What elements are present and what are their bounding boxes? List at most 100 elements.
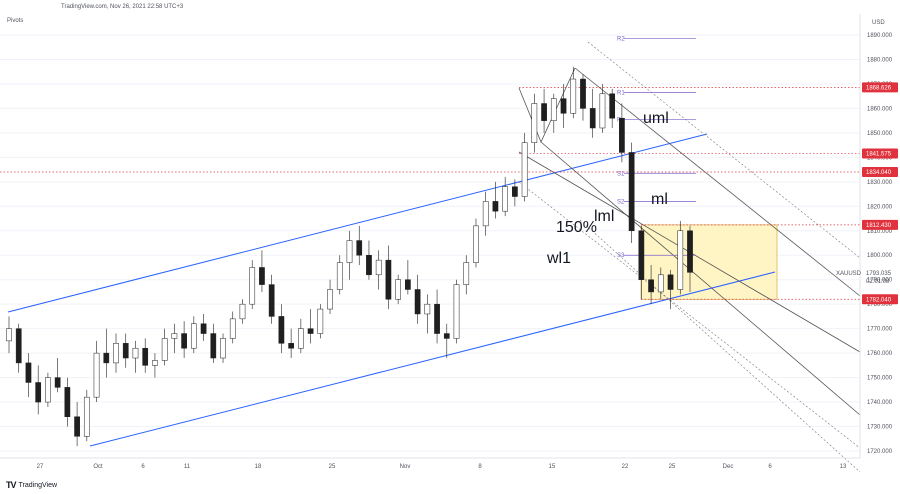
candle-body xyxy=(132,347,139,359)
tradingview-logo-icon: TV xyxy=(6,480,16,490)
candle-body xyxy=(482,201,489,227)
y-tick-label: 1880.000 xyxy=(867,57,893,63)
candle-body xyxy=(541,103,547,121)
candle-body xyxy=(122,343,129,359)
candle-body xyxy=(657,274,664,293)
candle-body xyxy=(492,201,499,212)
annotation-lml: lml xyxy=(594,208,614,225)
indicator-label: Pivots xyxy=(7,18,24,24)
candle-body xyxy=(356,240,363,256)
candle-body xyxy=(512,186,518,197)
candle-body xyxy=(677,230,684,290)
candle-body xyxy=(190,323,197,349)
y-tick-label: 1820.000 xyxy=(867,204,893,210)
candle-body xyxy=(210,333,217,359)
candle-body xyxy=(366,254,372,276)
price-axis[interactable]: 1890.0001880.0001870.0001860.0001850.000… xyxy=(867,33,893,455)
candle-body xyxy=(414,289,421,315)
candle-body xyxy=(298,328,304,349)
y-tick-label: 1730.000 xyxy=(867,425,893,431)
pitchfork-handle xyxy=(518,67,576,144)
channel-upper-line xyxy=(7,133,708,313)
candle-body xyxy=(648,279,654,293)
candle-body xyxy=(405,279,411,290)
candle-body xyxy=(375,259,382,276)
candle-body xyxy=(6,328,12,342)
candle-body xyxy=(15,328,22,364)
symbol-label: XAUUSD xyxy=(836,271,862,277)
price-tags: 1868.626 1841.575 1834.040 1812.430 1782.040 xyxy=(862,82,898,305)
channel-lower-line xyxy=(89,271,776,447)
candle-body xyxy=(259,267,265,285)
pitchfork-outer-upper-line xyxy=(587,41,861,259)
price-tag-label: 1841.575 xyxy=(866,152,892,158)
pitchfork-warning-line xyxy=(518,181,861,449)
x-tick-label: 18 xyxy=(255,464,262,470)
pivot-label: R2 xyxy=(617,37,625,43)
candle-body xyxy=(161,338,168,361)
price-tag-label: 1834.040 xyxy=(866,170,892,176)
x-tick-label: Dec xyxy=(723,464,734,470)
candle-body xyxy=(327,289,333,310)
logo-text: TradingView xyxy=(18,481,58,489)
countdown: 02:01:08 xyxy=(866,279,890,285)
y-tick-label: 1810.000 xyxy=(867,229,893,235)
pivot-levels: R2 R1 P S1 S2 S3 xyxy=(617,37,696,259)
x-tick-label: 6 xyxy=(768,464,772,470)
candle-body xyxy=(268,284,275,317)
candle-body xyxy=(531,103,538,143)
candle-body xyxy=(443,333,450,339)
x-tick-label: 8 xyxy=(478,464,482,470)
price-tag-label: 1812.430 xyxy=(866,223,892,229)
x-tick-label: Nov xyxy=(400,464,411,470)
candle-body xyxy=(54,377,61,388)
x-tick-label: 13 xyxy=(840,464,847,470)
chart-grid xyxy=(0,34,860,452)
x-tick-label: 22 xyxy=(622,464,629,470)
y-tick-label: 1830.000 xyxy=(867,180,893,186)
price-tag-box xyxy=(862,167,898,178)
candle-body xyxy=(229,318,236,339)
candle-body xyxy=(113,343,119,364)
candle-body xyxy=(473,225,479,263)
pitchfork-upper-median-line xyxy=(574,67,861,297)
y-tick-label: 1780.000 xyxy=(867,302,893,308)
pivot-label: R1 xyxy=(617,91,625,97)
candle-body xyxy=(599,93,606,129)
time-axis[interactable]: 27 Oct 6 11 18 25 Nov 8 15 22 25 Dec 6 13 xyxy=(37,464,847,470)
candle-body xyxy=(521,142,528,197)
candle-body xyxy=(609,93,616,119)
candle-body xyxy=(453,284,460,339)
candle-body xyxy=(288,343,294,349)
candle-body xyxy=(64,387,71,417)
x-tick-label: 25 xyxy=(669,464,676,470)
price-tag-label: 1868.626 xyxy=(866,86,892,92)
y-tick-label: 1720.000 xyxy=(867,449,893,455)
candle-body xyxy=(171,333,178,339)
y-tick-label: 1740.000 xyxy=(867,400,893,406)
last-price: 1793.035 xyxy=(866,271,892,277)
candle-body xyxy=(278,316,285,344)
candle-body xyxy=(74,416,80,437)
y-tick-label: 1770.000 xyxy=(867,327,893,333)
price-tag-label: 1782.040 xyxy=(866,297,892,303)
candle-body xyxy=(560,98,567,114)
x-tick-label: 11 xyxy=(184,464,191,470)
candle-body xyxy=(589,108,596,129)
y-tick-label: 1750.000 xyxy=(867,376,893,382)
y-tick-label: 1850.000 xyxy=(867,131,893,137)
candle-body xyxy=(239,303,246,320)
candle-body xyxy=(580,78,586,109)
price-tag-box xyxy=(862,219,898,230)
candle-body xyxy=(249,267,256,305)
candle-body xyxy=(395,279,401,300)
annotation-150: 150% xyxy=(556,219,597,236)
pivot-label: S3 xyxy=(617,253,625,259)
pitchfork-median-line xyxy=(540,141,861,416)
tradingview-logo[interactable]: TV TradingView xyxy=(6,480,57,490)
currency-label: USD xyxy=(872,20,885,26)
candle-body xyxy=(638,230,645,280)
x-tick-label: Oct xyxy=(93,464,103,470)
candle-body xyxy=(667,274,674,290)
